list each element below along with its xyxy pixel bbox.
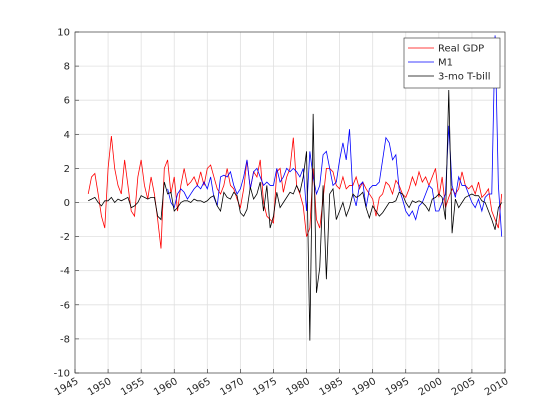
y-tick-label: 2 bbox=[64, 164, 70, 175]
x-tick-label: 1985 bbox=[318, 376, 346, 398]
legend-label: Real GDP bbox=[438, 44, 484, 55]
x-tick-label: 1965 bbox=[185, 376, 213, 398]
y-tick-label: -4 bbox=[60, 266, 70, 277]
x-tick-label: 1980 bbox=[284, 376, 312, 398]
y-tick-label: 4 bbox=[64, 130, 70, 141]
data-line bbox=[88, 89, 503, 341]
x-tick-label: 1955 bbox=[119, 376, 147, 398]
legend-box bbox=[403, 37, 501, 89]
legend-label: 3-mo T-bill bbox=[438, 72, 491, 83]
x-tick-label: 1950 bbox=[86, 376, 114, 398]
x-tick-label: 2010 bbox=[483, 376, 511, 398]
x-tick-label: 2000 bbox=[417, 376, 445, 398]
y-tick-label: -6 bbox=[60, 300, 70, 311]
x-tick-label: 2005 bbox=[450, 376, 478, 398]
legend-label: M1 bbox=[438, 58, 453, 69]
y-tick-label: 6 bbox=[64, 96, 70, 107]
x-tick-label: 1960 bbox=[152, 376, 180, 398]
axes-box bbox=[74, 31, 506, 374]
x-tick-label: 1995 bbox=[384, 376, 412, 398]
y-tick-label: -8 bbox=[60, 334, 70, 345]
x-tick-label: 1970 bbox=[218, 376, 246, 398]
y-tick-label: 8 bbox=[64, 62, 70, 73]
y-tick-label: 0 bbox=[64, 198, 70, 209]
x-tick-label: 1990 bbox=[351, 376, 379, 398]
y-tick-label: -10 bbox=[54, 369, 70, 380]
x-tick-label: 1975 bbox=[251, 376, 279, 398]
y-tick-label: 10 bbox=[57, 28, 70, 39]
y-tick-label: -2 bbox=[60, 232, 70, 243]
